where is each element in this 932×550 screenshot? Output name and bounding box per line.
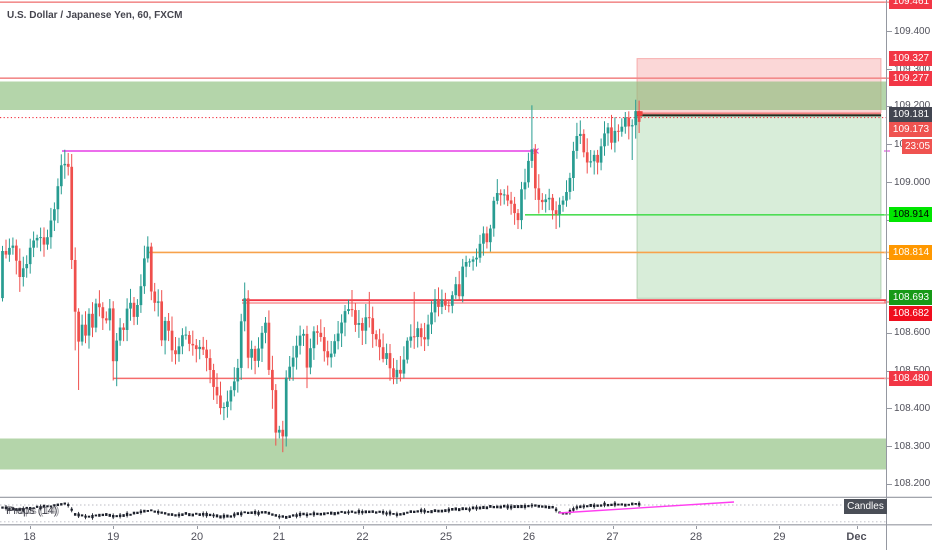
svg-text:Props (14): Props (14)	[6, 505, 57, 517]
svg-text:Props (14): Props (14)	[8, 505, 59, 517]
